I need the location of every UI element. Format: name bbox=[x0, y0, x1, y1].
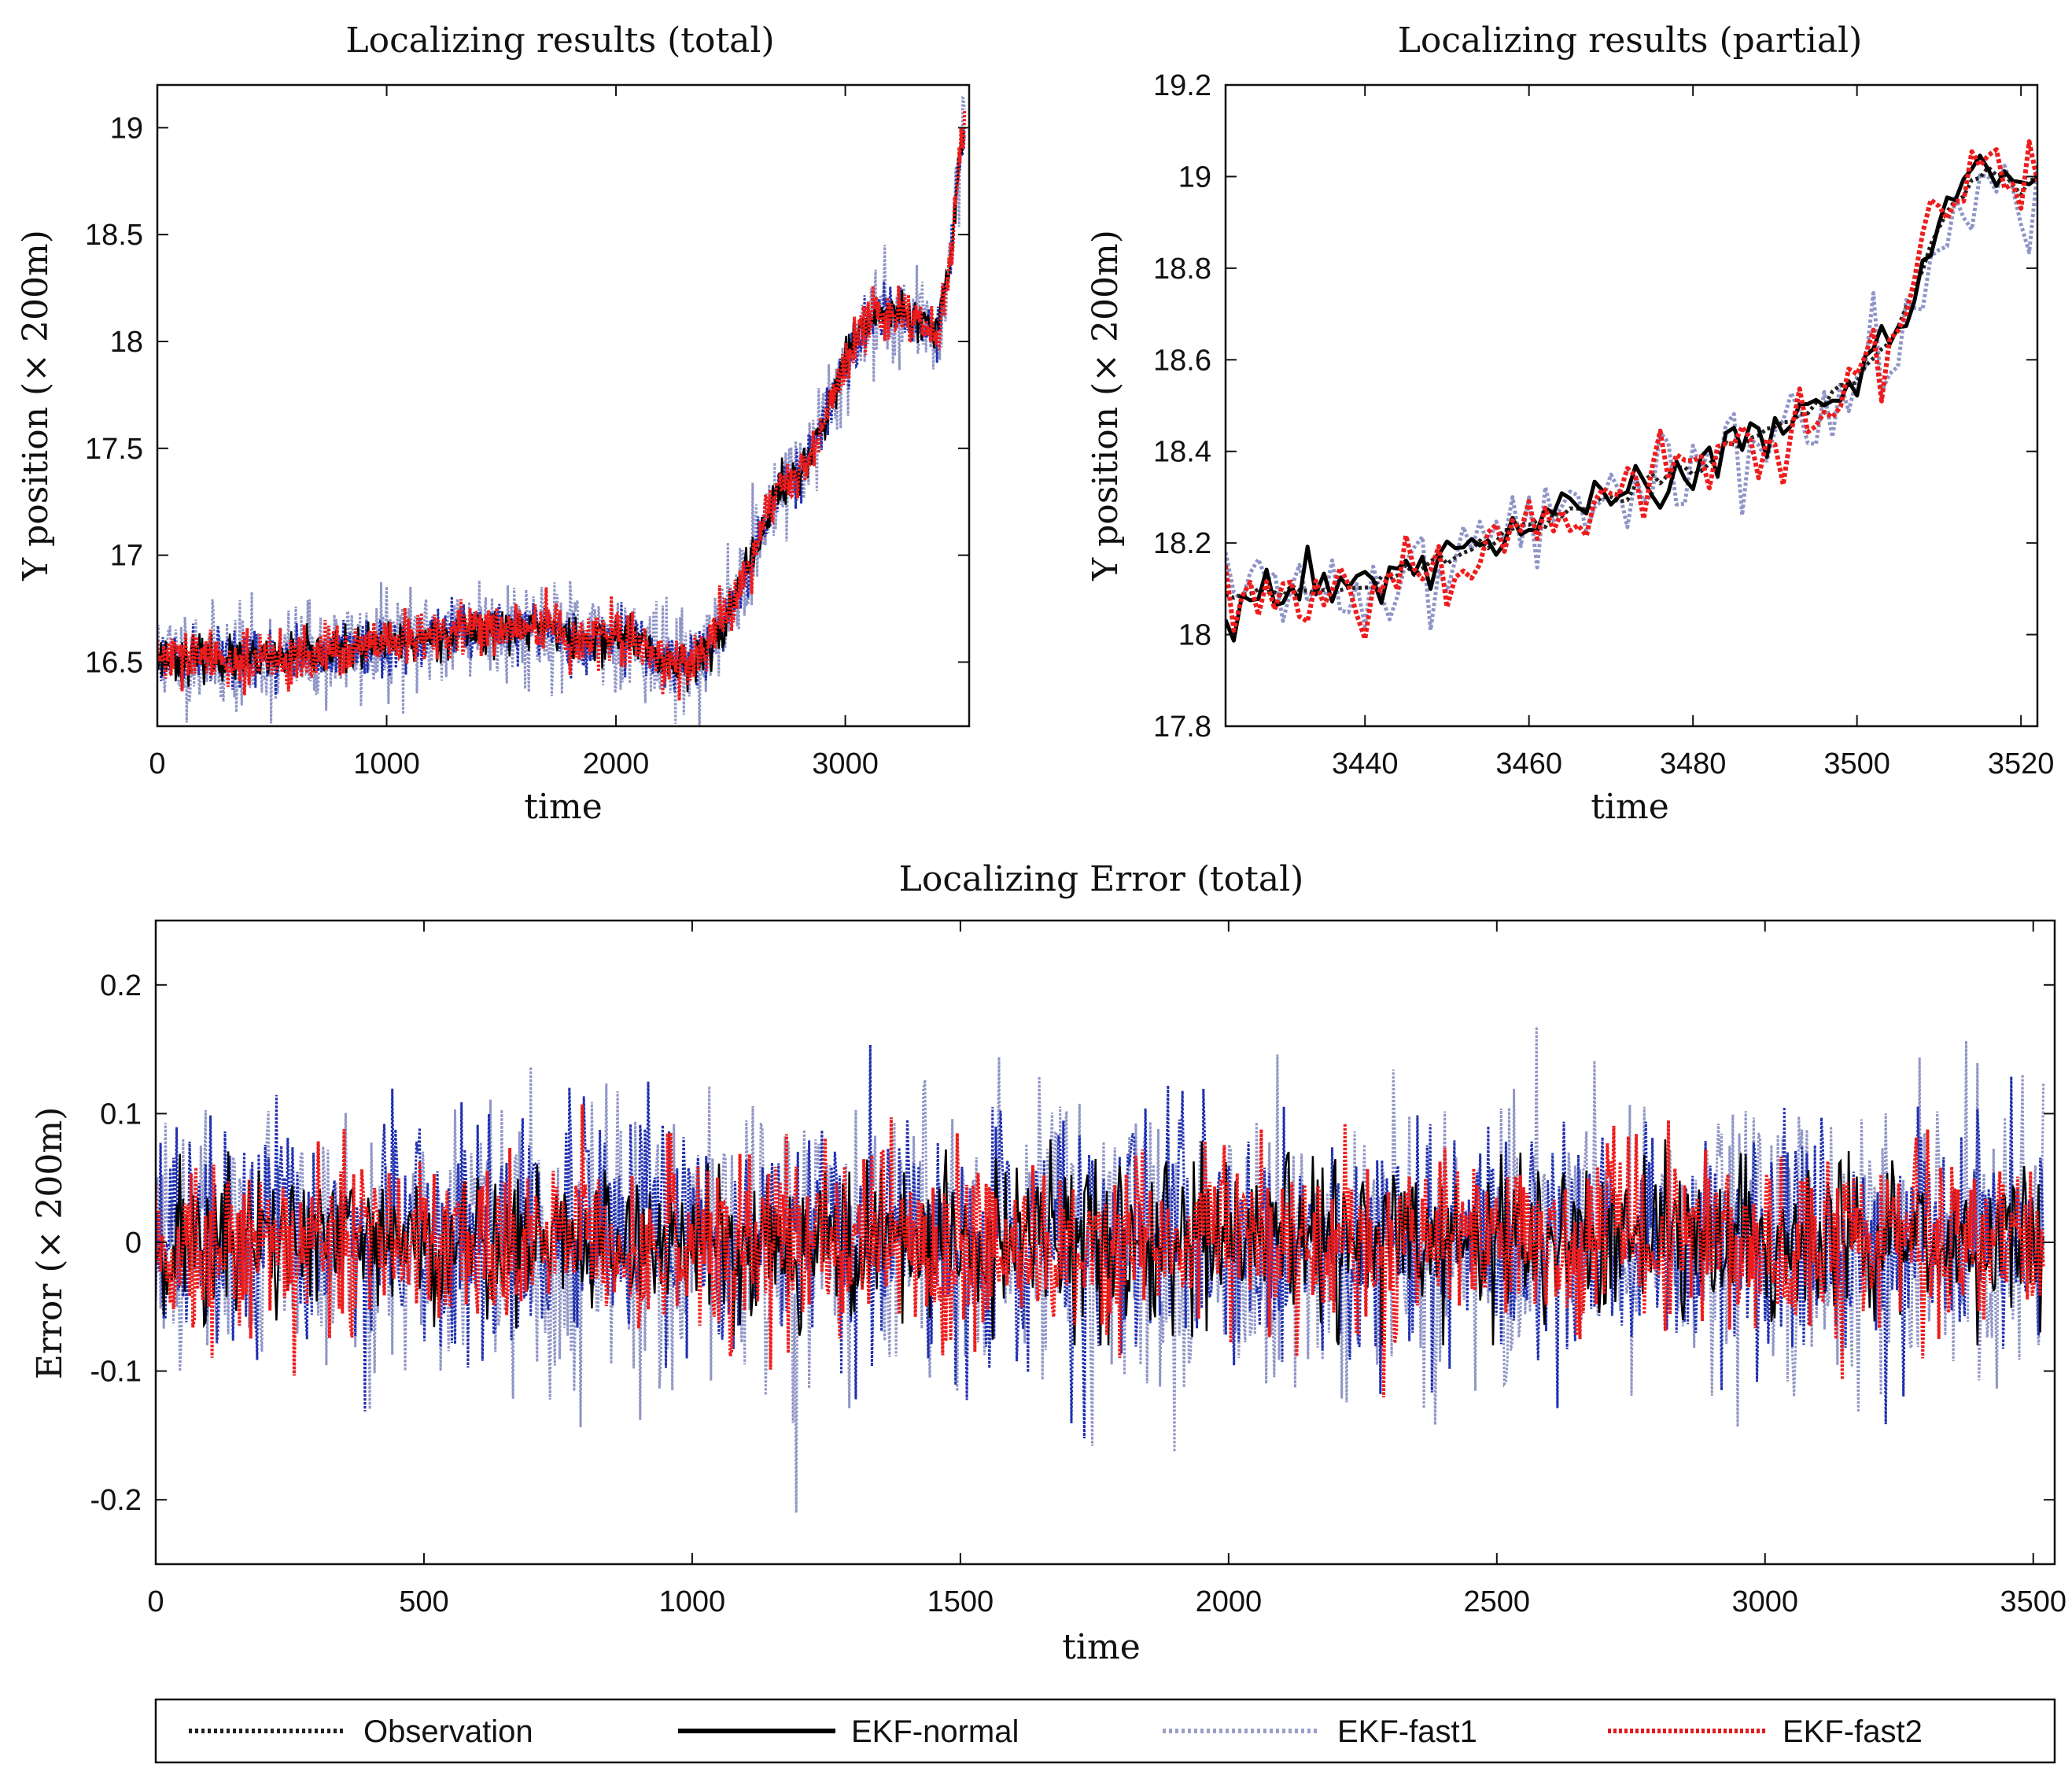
x-tick-label: 1500 bbox=[927, 1585, 994, 1618]
x-tick-label: 3500 bbox=[2000, 1585, 2066, 1618]
y-tick-label: 18 bbox=[110, 326, 143, 359]
y-tick-label: 18.2 bbox=[1153, 527, 1211, 560]
plot-area-error bbox=[156, 1026, 2045, 1513]
legend-label-ekf-fast2: EKF-fast2 bbox=[1783, 1714, 1923, 1749]
chart-title-partial: Localizing results (partial) bbox=[1398, 20, 1863, 61]
x-tick-label: 1000 bbox=[659, 1585, 726, 1618]
x-tick-label: 3440 bbox=[1332, 747, 1399, 780]
ticks-error: 0 500 1000 1500 2000 2500 3000 3500 -0.2 -0.1 0 0.1… bbox=[90, 921, 2066, 1618]
x-tick-label: 2500 bbox=[1464, 1585, 1531, 1618]
y-tick-label: -0.2 bbox=[90, 1484, 142, 1517]
x-tick-label: 1000 bbox=[353, 747, 420, 780]
x-tick-label: 3500 bbox=[1823, 747, 1890, 780]
x-axis-label-total: time bbox=[524, 787, 603, 827]
legend-label-observation: Observation bbox=[363, 1714, 533, 1749]
x-tick-label: 2000 bbox=[1196, 1585, 1263, 1618]
axes-frame-partial bbox=[1224, 83, 2039, 728]
y-axis-label-error: Error (× 200m) bbox=[30, 1107, 70, 1380]
y-tick-label: 19.2 bbox=[1153, 69, 1211, 102]
y-tick-label: 0.1 bbox=[100, 1098, 142, 1131]
series-line-ekf-fast1 bbox=[1226, 164, 2037, 633]
legend-frame bbox=[154, 1698, 2056, 1764]
y-tick-label: 18.5 bbox=[85, 219, 143, 252]
x-axis-label-error: time bbox=[1062, 1627, 1141, 1667]
y-axis-label-partial: Y position (× 200m) bbox=[1086, 230, 1126, 581]
chart-partial: Localizing results (partial) 3440 3460 348… bbox=[1086, 20, 2054, 827]
x-tick-label: 3000 bbox=[812, 747, 879, 780]
chart-title-total: Localizing results (total) bbox=[345, 20, 774, 61]
series-line-ekf-fast2 bbox=[157, 109, 967, 701]
legend: Observation EKF-normal EKF-fast1 EKF-fas… bbox=[154, 1698, 2056, 1764]
x-tick-label: 500 bbox=[399, 1585, 448, 1618]
y-tick-label: 19 bbox=[1178, 161, 1211, 194]
y-tick-label: 0.2 bbox=[100, 969, 142, 1002]
y-tick-label: 18.4 bbox=[1153, 436, 1211, 469]
series-line-ekf-fast2 bbox=[1226, 139, 2037, 641]
y-tick-label: 18.8 bbox=[1153, 253, 1211, 286]
ticks-total: 0 1000 2000 3000 16.5 17 17.5 18 18.5 19 bbox=[85, 85, 969, 780]
x-tick-label: 0 bbox=[147, 1585, 164, 1618]
series-line-ekf-fast2 bbox=[156, 1104, 2045, 1398]
y-tick-label: 17.8 bbox=[1153, 710, 1211, 744]
chart-error: Localizing Error (total) 0 500 1000 1500 200… bbox=[30, 859, 2066, 1667]
y-tick-label: 0 bbox=[125, 1227, 142, 1260]
plot-area-total bbox=[157, 95, 967, 726]
x-tick-label: 3000 bbox=[1731, 1585, 1798, 1618]
y-tick-label: -0.1 bbox=[90, 1356, 142, 1389]
x-tick-label: 3480 bbox=[1660, 747, 1727, 780]
legend-label-ekf-fast1: EKF-fast1 bbox=[1337, 1714, 1477, 1749]
y-tick-label: 18 bbox=[1178, 619, 1211, 652]
y-tick-label: 16.5 bbox=[85, 647, 143, 680]
legend-label-ekf-normal: EKF-normal bbox=[851, 1714, 1019, 1749]
y-tick-label: 18.6 bbox=[1153, 344, 1211, 377]
axes-frame-total bbox=[156, 83, 971, 728]
x-tick-label: 2000 bbox=[583, 747, 650, 780]
x-axis-label-partial: time bbox=[1591, 787, 1669, 827]
plot-area-partial bbox=[1226, 139, 2037, 643]
x-tick-label: 3520 bbox=[1988, 747, 2055, 780]
series-line-observation bbox=[1226, 164, 2037, 600]
x-tick-label: 3460 bbox=[1495, 747, 1562, 780]
y-tick-label: 19 bbox=[110, 112, 143, 145]
chart-title-error: Localizing Error (total) bbox=[899, 859, 1304, 899]
y-axis-label-total: Y position (× 200m) bbox=[16, 230, 56, 581]
series-line-ekf-normal bbox=[1226, 153, 2037, 643]
y-tick-label: 17.5 bbox=[85, 433, 143, 466]
x-tick-label: 0 bbox=[149, 747, 165, 780]
ticks-partial: 3440 3460 3480 3500 3520 17.8 18 18.2 18.4 18.6 18… bbox=[1153, 69, 2054, 780]
y-tick-label: 17 bbox=[110, 540, 143, 573]
chart-total: Localizing results (total) 0 1000 2000 3000… bbox=[16, 20, 971, 827]
